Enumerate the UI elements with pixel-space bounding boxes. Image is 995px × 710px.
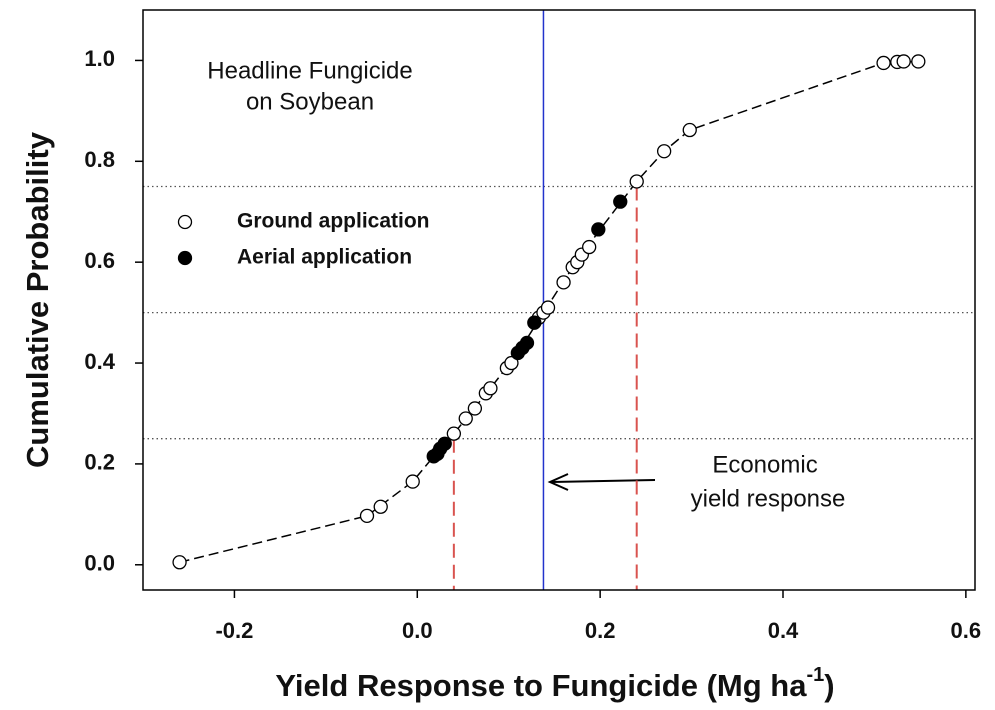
- point: [876, 55, 891, 71]
- arrow-head: [547, 473, 569, 491]
- legend-marker: [177, 214, 193, 230]
- legend-marker: [177, 250, 193, 266]
- x-axis-label-text: Yield Response to Fungicide (Mg ha: [275, 668, 807, 703]
- point: [613, 194, 628, 209]
- point: [656, 144, 672, 159]
- annotation: yield response: [691, 485, 846, 512]
- x-tick-label: 0.4: [768, 618, 799, 643]
- curve: [179, 60, 919, 563]
- plot-frame: [142, 9, 976, 591]
- chart-title: Headline Fungicide: [207, 57, 412, 84]
- y-tick-label: 1.0: [84, 46, 115, 71]
- annotation: Economic: [712, 451, 817, 478]
- point: [373, 499, 388, 514]
- point: [437, 436, 452, 451]
- x-tick-label: -0.2: [215, 618, 253, 643]
- point: [172, 555, 187, 570]
- x-axis-label: Yield Response to Fungicide (Mg ha-1): [275, 664, 834, 703]
- point: [911, 54, 926, 69]
- arrow: [551, 479, 656, 483]
- point: [483, 381, 498, 396]
- chart-title: on Soybean: [246, 88, 374, 115]
- x-tick-label: 0.2: [585, 618, 616, 643]
- point: [359, 508, 375, 524]
- legend-label: Ground application: [237, 210, 430, 233]
- x-axis-label-sup: -1: [806, 664, 824, 686]
- y-tick-label: 0.6: [84, 248, 115, 273]
- y-tick-label: 0.8: [84, 147, 115, 172]
- point: [591, 222, 606, 237]
- point: [504, 355, 519, 371]
- point: [540, 300, 556, 315]
- y-tick-label: 0.0: [84, 551, 115, 576]
- point: [458, 411, 473, 426]
- y-tick-label: 0.2: [84, 450, 115, 475]
- point: [582, 239, 597, 255]
- point: [896, 54, 911, 69]
- point: [519, 335, 535, 351]
- x-tick-label: 0.6: [951, 618, 982, 643]
- y-tick-label: 0.4: [84, 349, 115, 374]
- legend-label: Aerial application: [237, 246, 412, 269]
- x-tick-label: 0.0: [402, 618, 433, 643]
- point: [405, 474, 420, 489]
- y-axis-label: Cumulative Probability: [20, 131, 55, 468]
- point: [446, 426, 462, 441]
- point: [467, 401, 483, 416]
- point: [629, 174, 644, 189]
- point: [556, 275, 571, 290]
- point: [527, 315, 542, 330]
- x-axis-label-end: ): [824, 668, 834, 703]
- point: [682, 122, 697, 138]
